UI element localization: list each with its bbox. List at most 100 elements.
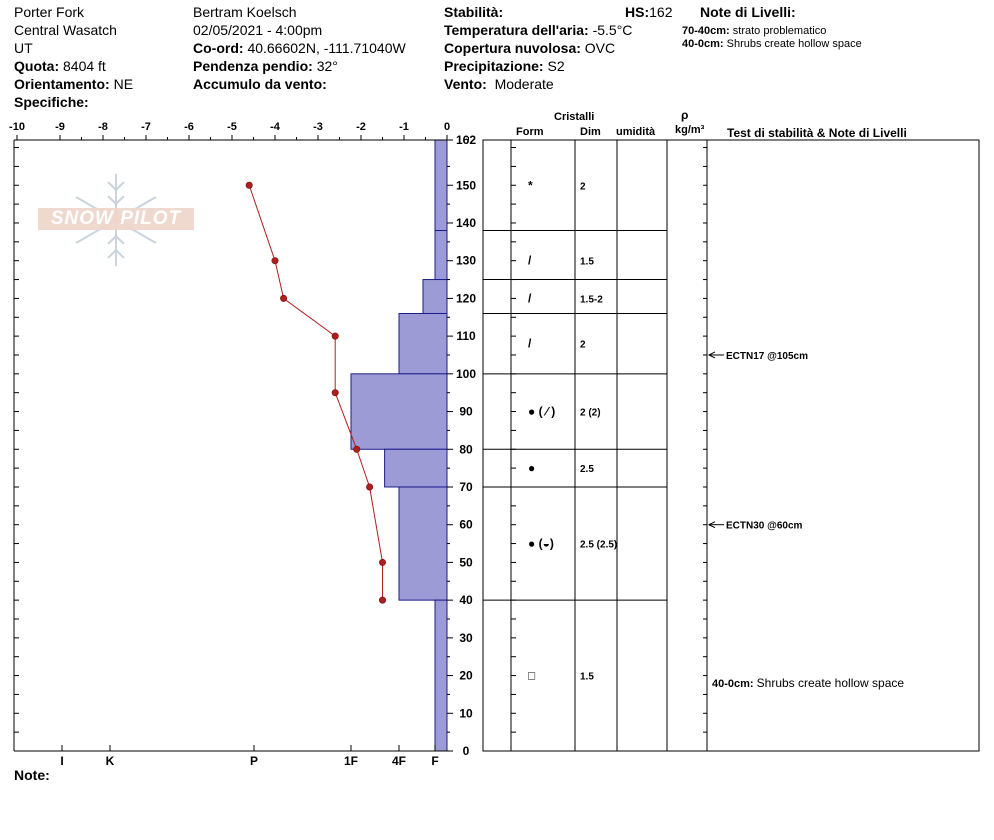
temp-tick-label: -8 xyxy=(98,121,108,133)
snowpilot-banner: SNOW PILOT xyxy=(38,208,194,230)
slope-label: Pendenza pendio: xyxy=(193,58,313,74)
temp-tick-label: -7 xyxy=(141,121,151,133)
height-tick-label: 110 xyxy=(456,329,476,343)
temperature-point xyxy=(271,257,279,265)
height-tick-label: 162 xyxy=(456,133,476,147)
layer-table-frame xyxy=(482,139,980,752)
layer-comment: 40-0cm: Shrubs create hollow space xyxy=(712,676,904,690)
air-temp-value: -5.5°C xyxy=(592,22,633,38)
arrow-left-icon xyxy=(707,521,716,529)
range-name: Central Wasatch xyxy=(14,22,117,38)
air-temp-label: Temperatura dell'aria: xyxy=(444,22,589,38)
hardness-tick-label: F xyxy=(431,754,438,768)
grain-size-label: 2 (2) xyxy=(580,408,601,419)
temperature-point xyxy=(331,389,339,397)
grain-form-symbol: * xyxy=(528,178,533,192)
stability-test-label: ECTN30 @60cm xyxy=(726,521,803,532)
temperature-point xyxy=(331,332,339,340)
temperature-point xyxy=(378,596,386,604)
height-tick-label: 0 xyxy=(463,744,470,758)
precip-row: Precipitazione: S2 xyxy=(444,58,565,74)
snowpilot-watermark: SNOW PILOT xyxy=(38,170,194,270)
height-tick-label: 60 xyxy=(459,518,473,532)
hardness-bar xyxy=(434,139,448,232)
location-name: Porter Fork xyxy=(14,4,85,20)
height-tick-label: 50 xyxy=(459,555,473,569)
state-name: UT xyxy=(14,40,33,56)
sky-row: Copertura nuvolosa: OVC xyxy=(444,40,615,56)
size-header: Dim xyxy=(580,126,601,138)
aspect-row: Orientamento: NE xyxy=(14,76,133,92)
elevation-row: Quota: 8404 ft xyxy=(14,58,106,74)
temperature-point xyxy=(280,294,288,302)
height-tick-label: 40 xyxy=(459,593,473,607)
notes-label: Note: xyxy=(14,767,50,783)
temp-tick-label: -5 xyxy=(227,121,237,133)
hardness-tick-label: K xyxy=(106,754,115,768)
height-tick-label: 20 xyxy=(459,669,473,683)
height-tick-label: 150 xyxy=(456,178,476,192)
height-tick-label: 70 xyxy=(459,480,473,494)
hs-value: 162 xyxy=(649,4,673,20)
wind-row: Vento: Moderate xyxy=(444,76,554,92)
observation-datetime: 02/05/2021 - 4:00pm xyxy=(193,22,323,38)
layer-note-range: 70-40cm: xyxy=(682,25,730,37)
layer-note-text: Shrubs create hollow space xyxy=(726,38,862,50)
hardness-tick-label: 4F xyxy=(392,754,406,768)
elevation-label: Quota: xyxy=(14,58,60,74)
grain-size-label: 2 xyxy=(580,340,586,351)
layer-note-range: 40-0cm: xyxy=(682,38,724,50)
layer-comment-text: Shrubs create hollow space xyxy=(757,676,905,690)
layer-notes-title: Note di Livelli: xyxy=(700,4,796,20)
slope-value: 32° xyxy=(316,58,338,74)
hs-row: HS:162 xyxy=(625,4,672,20)
grain-form-symbol: ● xyxy=(528,461,535,475)
grain-form-symbol: □ xyxy=(528,669,535,683)
hardness-bar xyxy=(398,486,448,601)
aspect-label: Orientamento: xyxy=(14,76,110,92)
coords-value: 40.66602N, -111.71040W xyxy=(247,40,406,56)
grain-form-symbol: ● (◒) xyxy=(528,537,554,551)
layer-note-row: 40-0cm: Shrubs create hollow space xyxy=(682,38,862,51)
hardness-bar xyxy=(434,599,448,752)
layer-comment-range: 40-0cm: xyxy=(712,678,757,690)
density-unit: kg/m³ xyxy=(675,124,705,136)
height-tick-label: 120 xyxy=(456,291,476,305)
hardness-bar xyxy=(398,312,448,375)
height-tick-label: 100 xyxy=(456,367,476,381)
temperature-point xyxy=(245,181,253,189)
density-symbol: ρ xyxy=(681,108,689,122)
hardness-bar xyxy=(350,373,448,450)
precip-label: Precipitazione: xyxy=(444,58,544,74)
hardness-tick-label: 1F xyxy=(344,754,358,768)
height-tick-label: 80 xyxy=(459,442,473,456)
grain-size-label: 2.5 (2.5) xyxy=(580,540,617,551)
grain-form-symbol: / xyxy=(528,254,532,268)
hardness-bar xyxy=(434,230,448,281)
grain-form-symbol: / xyxy=(528,337,532,351)
stability-label: Stabilità: xyxy=(444,4,504,20)
slope-row: Pendenza pendio: 32° xyxy=(193,58,338,74)
crystals-header: Cristalli xyxy=(554,111,595,123)
hs-label: HS: xyxy=(625,4,650,20)
coords-row: Co-ord: 40.66602N, -111.71040W xyxy=(193,40,406,56)
layer-note-row: 70-40cm: strato problematico xyxy=(682,25,826,38)
hardness-bar xyxy=(384,448,448,488)
sky-value: OVC xyxy=(584,40,616,56)
observer-name: Bertram Koelsch xyxy=(193,4,297,20)
height-tick-label: 90 xyxy=(459,405,473,419)
temp-tick-label: -3 xyxy=(313,121,323,133)
sky-label: Copertura nuvolosa: xyxy=(444,40,581,56)
hardness-bar xyxy=(422,279,448,314)
wind-loading-label: Accumulo da vento: xyxy=(193,76,327,92)
grain-size-label: 1.5 xyxy=(580,672,594,683)
arrow-left-icon xyxy=(707,351,716,359)
grain-form-symbol: ● ( ⁄ ) xyxy=(528,405,555,419)
temperature-point xyxy=(353,445,361,453)
grain-form-symbol: / xyxy=(528,291,532,305)
coords-label: Co-ord: xyxy=(193,40,244,56)
precip-value: S2 xyxy=(547,58,565,74)
aspect-value: NE xyxy=(113,76,134,92)
stability-test-label: ECTN17 @105cm xyxy=(726,351,808,362)
